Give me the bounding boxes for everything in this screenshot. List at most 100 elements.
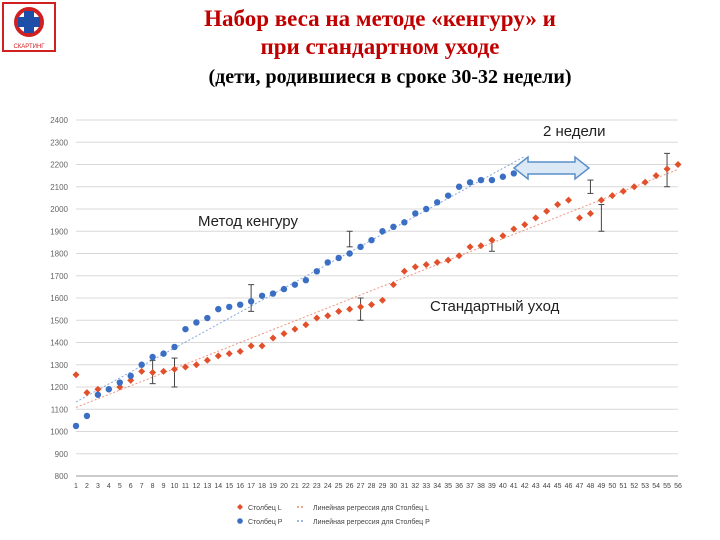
y-tick-label: 1900 <box>50 227 68 236</box>
data-point-series-1 <box>83 389 91 397</box>
data-point-series-2 <box>226 303 233 311</box>
data-point-series-1 <box>663 165 671 173</box>
data-point-series-1 <box>247 342 255 350</box>
x-tick-label: 42 <box>521 483 529 490</box>
data-point-series-1 <box>608 192 616 200</box>
data-point-series-1 <box>192 361 200 369</box>
data-point-series-1 <box>225 350 233 358</box>
x-tick-label: 44 <box>543 483 551 490</box>
y-tick-label: 1700 <box>50 272 68 281</box>
x-tick-label: 4 <box>107 483 111 490</box>
data-point-series-2 <box>357 243 364 251</box>
x-tick-label: 50 <box>608 483 616 490</box>
x-tick-label: 20 <box>280 483 288 490</box>
data-point-series-1 <box>597 196 605 204</box>
x-tick-label: 56 <box>674 483 682 490</box>
data-point-series-1 <box>324 312 332 320</box>
x-tick-label: 47 <box>576 483 584 490</box>
data-point-series-1 <box>368 301 376 309</box>
data-point-series-1 <box>444 256 452 264</box>
data-point-series-2 <box>390 223 397 230</box>
x-tick-label: 6 <box>129 483 133 490</box>
x-tick-label: 55 <box>663 483 671 490</box>
data-point-series-1 <box>72 371 80 379</box>
x-tick-label: 41 <box>510 483 518 490</box>
x-tick-label: 1 <box>74 483 78 490</box>
x-tick-label: 10 <box>171 483 179 490</box>
data-point-series-2 <box>412 210 419 217</box>
data-point-series-2 <box>72 422 80 430</box>
data-point-series-1 <box>477 242 485 250</box>
data-point-series-2 <box>423 205 430 213</box>
x-tick-label: 37 <box>466 483 474 490</box>
x-tick-label: 12 <box>193 483 201 490</box>
data-point-series-2 <box>83 412 91 420</box>
legend-marker <box>237 504 243 510</box>
data-point-series-1 <box>554 201 562 209</box>
data-point-series-1 <box>94 385 102 393</box>
x-tick-label: 27 <box>357 483 365 490</box>
data-point-series-2 <box>138 361 145 368</box>
data-point-series-2 <box>346 250 353 257</box>
x-tick-label: 14 <box>214 483 222 490</box>
data-point-series-1 <box>543 207 551 215</box>
data-point-series-1 <box>171 365 179 373</box>
data-point-series-1 <box>280 330 288 338</box>
x-tick-label: 40 <box>499 483 507 490</box>
data-point-series-2 <box>247 298 255 305</box>
data-point-series-1 <box>258 342 266 350</box>
data-point-series-1 <box>389 281 397 289</box>
page-subtitle: (дети, родившиеся в сроке 30-32 недели) <box>208 66 572 88</box>
data-point-series-2 <box>105 386 113 393</box>
data-point-series-1 <box>565 196 573 204</box>
x-tick-label: 45 <box>554 483 562 490</box>
data-point-series-2 <box>401 219 408 226</box>
data-point-series-1 <box>335 307 343 315</box>
data-point-series-1 <box>346 305 354 313</box>
data-point-series-1 <box>138 367 146 375</box>
data-point-series-1 <box>630 183 638 191</box>
y-tick-label: 2100 <box>50 183 68 192</box>
data-point-series-1 <box>586 209 594 217</box>
x-tick-label: 34 <box>433 483 441 490</box>
data-point-series-1 <box>214 352 222 360</box>
data-point-series-1 <box>619 187 627 195</box>
y-tick-label: 900 <box>55 450 69 459</box>
x-tick-label: 38 <box>477 483 485 490</box>
data-point-series-2 <box>127 372 134 380</box>
data-point-series-2 <box>160 350 167 357</box>
annotation-two-weeks: 2 недели <box>543 123 606 140</box>
x-tick-label: 36 <box>455 483 463 490</box>
x-tick-label: 35 <box>444 483 452 490</box>
data-point-series-1 <box>400 267 408 275</box>
x-tick-label: 5 <box>118 483 122 490</box>
y-tick-label: 2200 <box>50 161 68 170</box>
x-tick-label: 18 <box>258 483 266 490</box>
data-point-series-1 <box>674 161 682 168</box>
data-point-series-1 <box>149 369 157 377</box>
legend-marker <box>237 518 243 524</box>
y-tick-label: 2300 <box>50 138 68 147</box>
data-point-series-1 <box>641 178 649 186</box>
page-title-line1: Набор веса на методе «кенгуру» и <box>204 6 556 31</box>
data-point-series-1 <box>160 367 168 375</box>
data-point-series-2 <box>335 254 342 262</box>
two-week-arrow <box>512 155 591 181</box>
data-point-series-1 <box>488 236 496 244</box>
x-tick-label: 22 <box>302 483 310 490</box>
x-tick-label: 49 <box>597 483 605 490</box>
x-tick-label: 13 <box>203 483 211 490</box>
data-point-series-2 <box>510 170 518 177</box>
data-point-series-2 <box>94 391 102 398</box>
x-tick-label: 39 <box>488 483 496 490</box>
annotation-standard: Стандартный уход <box>430 298 560 315</box>
data-point-series-1 <box>433 258 441 266</box>
y-tick-label: 1600 <box>50 294 68 303</box>
y-tick-label: 1400 <box>50 339 68 348</box>
y-tick-label: 1500 <box>50 316 68 325</box>
data-point-series-1 <box>455 252 463 260</box>
x-tick-label: 33 <box>422 483 430 490</box>
annotation-kangaroo: Метод кенгуру <box>198 213 298 230</box>
data-point-series-1 <box>203 356 211 364</box>
data-point-series-1 <box>116 383 124 391</box>
